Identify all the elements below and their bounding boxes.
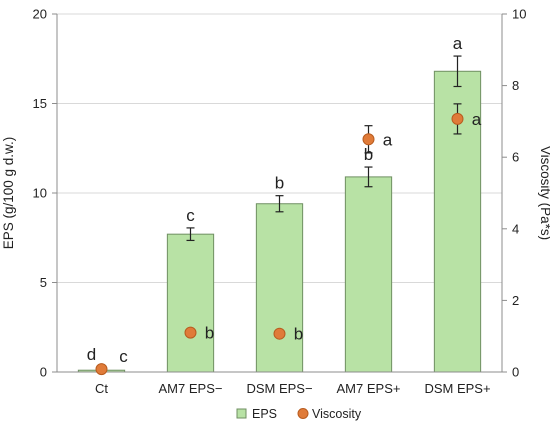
- axes: 0 5 10 15 20 0 2 4 6 8 10 Ct AM7 EPS− DSM EPS− AM7 EPS…: [33, 7, 527, 397]
- letter-eps: d: [87, 345, 96, 364]
- y-tick-label-right: 2: [512, 293, 519, 308]
- y-tick-label-right: 10: [512, 7, 526, 22]
- letter-eps: b: [275, 174, 284, 193]
- point-viscosity: [184, 326, 197, 339]
- point-viscosity: [362, 133, 375, 146]
- y-tick-label-right: 0: [512, 365, 519, 380]
- y-axis-title-left: EPS (g/100 g d.w.): [1, 137, 16, 250]
- y-axis-title-right: Viscosity (Pa*s): [538, 146, 550, 240]
- legend-label-viscosity: Viscosity: [312, 407, 362, 421]
- legend-label-eps: EPS: [252, 407, 277, 421]
- letter-eps: b: [364, 145, 373, 164]
- bar-eps: [166, 233, 215, 373]
- y-tick-label-left: 15: [33, 96, 47, 111]
- bar-eps: [255, 203, 304, 373]
- y-tick-label-left: 5: [40, 275, 47, 290]
- letter-viscosity: a: [472, 110, 482, 129]
- x-tick-label: Ct: [95, 381, 108, 396]
- point-viscosity: [273, 327, 286, 340]
- letter-viscosity: c: [119, 347, 128, 366]
- x-tick-label: DSM EPS+: [424, 381, 490, 396]
- point-viscosity: [95, 363, 108, 376]
- viscosity-points: [95, 103, 464, 376]
- y-tick-label-right: 4: [512, 221, 519, 236]
- legend-swatch-viscosity: [297, 408, 309, 419]
- y-tick-label-right: 6: [512, 150, 519, 165]
- legend: EPS Viscosity: [236, 407, 362, 421]
- point-viscosity: [451, 112, 464, 125]
- bar-eps: [344, 176, 393, 373]
- letter-eps: a: [453, 34, 463, 53]
- x-tick-label: AM7 EPS+: [337, 381, 401, 396]
- letter-viscosity: b: [294, 325, 303, 344]
- legend-swatch-eps: [236, 408, 247, 419]
- letter-viscosity: b: [205, 324, 214, 343]
- letter-viscosity: a: [383, 130, 393, 149]
- y-tick-label-right: 8: [512, 78, 519, 93]
- y-tick-label-left: 20: [33, 7, 47, 22]
- y-tick-label-left: 0: [40, 365, 47, 380]
- letter-eps: c: [186, 206, 195, 225]
- x-tick-label: AM7 EPS−: [159, 381, 223, 396]
- y-tick-label-left: 10: [33, 186, 47, 201]
- x-tick-label: DSM EPS−: [246, 381, 312, 396]
